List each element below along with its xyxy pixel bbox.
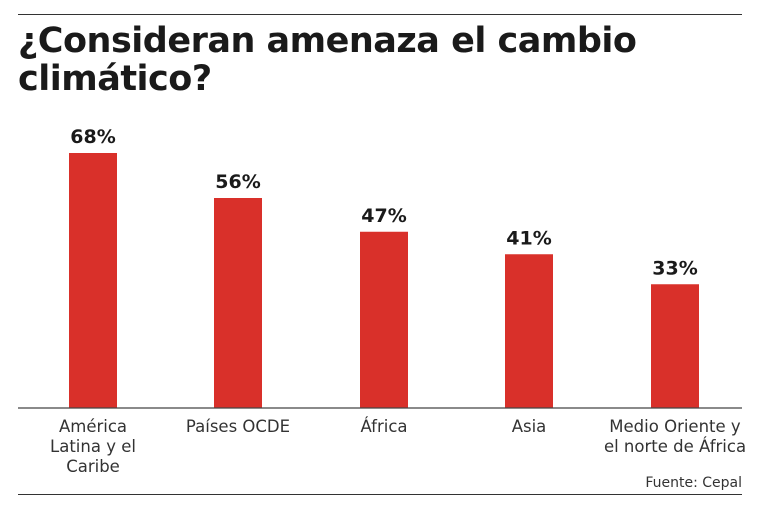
category-label-0: América Latina y el Caribe (50, 417, 136, 476)
bar-value-label-0: 68% (70, 126, 115, 148)
source-note: Fuente: Cepal (645, 475, 742, 491)
category-label-4: Medio Oriente y el norte de África (604, 417, 746, 456)
bar-value-label-2: 47% (361, 205, 406, 227)
bar-0 (69, 153, 117, 408)
bar-2 (360, 231, 408, 408)
bottom-rule (18, 494, 742, 495)
bar-4 (651, 284, 699, 408)
top-rule (18, 14, 742, 15)
category-label-1: Países OCDE (186, 417, 290, 436)
bar-1 (214, 198, 262, 408)
category-label-2: África (360, 417, 407, 436)
bar-value-label-3: 41% (506, 227, 551, 249)
bar-3 (505, 254, 553, 408)
category-label-3: Asia (512, 417, 547, 436)
bar-value-label-4: 33% (652, 257, 697, 279)
chart-title: ¿Consideran amenaza el cambio climático? (18, 21, 637, 99)
bar-value-label-1: 56% (215, 171, 260, 193)
